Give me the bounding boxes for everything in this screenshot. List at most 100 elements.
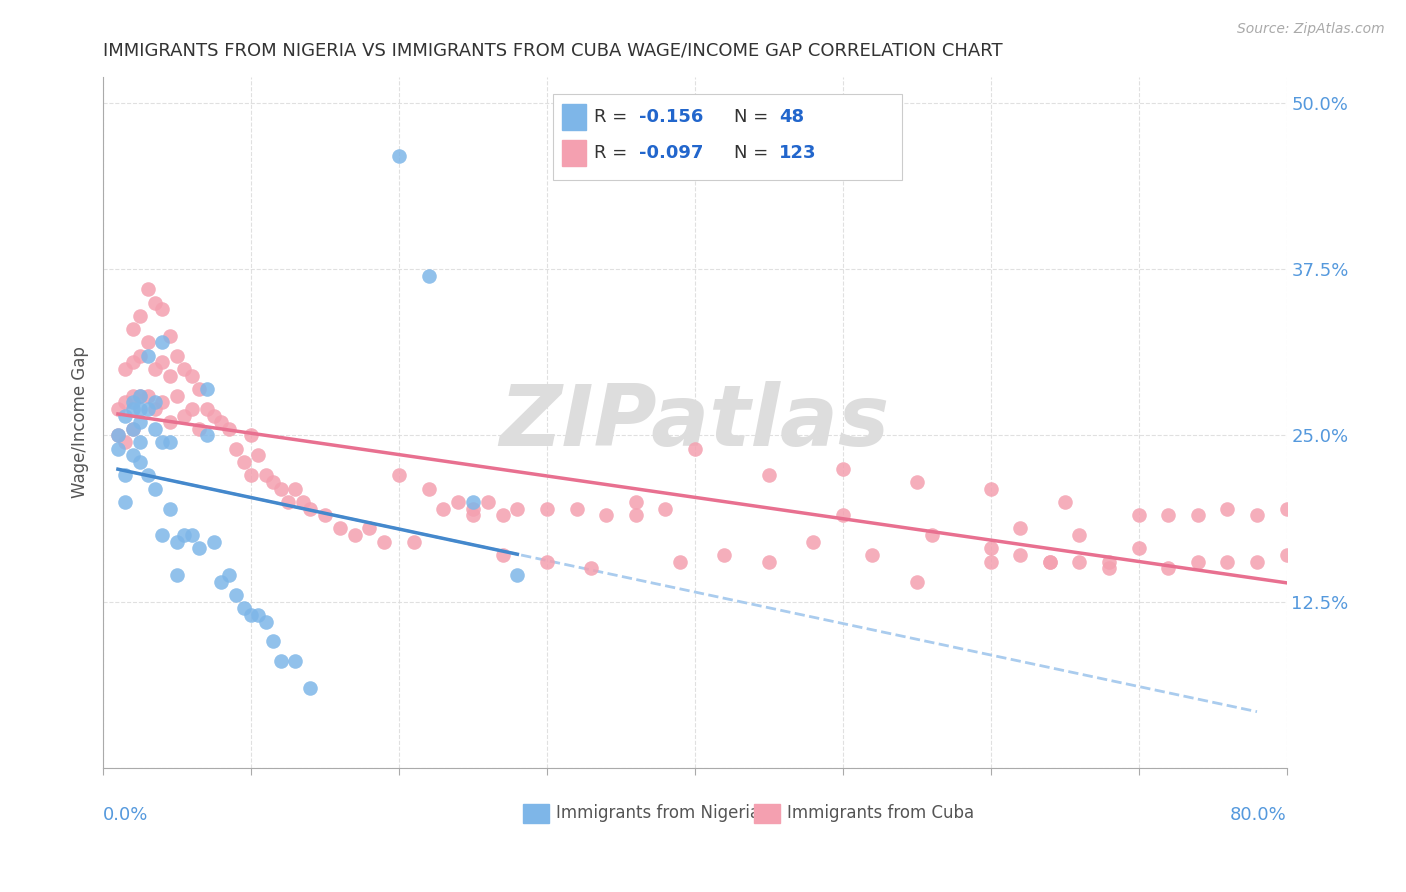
Text: Source: ZipAtlas.com: Source: ZipAtlas.com bbox=[1237, 22, 1385, 37]
Text: N =: N = bbox=[734, 108, 773, 126]
Point bbox=[388, 468, 411, 483]
Point bbox=[107, 401, 129, 416]
Point bbox=[758, 468, 780, 483]
Point bbox=[114, 495, 136, 509]
Point bbox=[1039, 555, 1062, 569]
Point bbox=[232, 601, 254, 615]
Point bbox=[277, 495, 299, 509]
Point bbox=[129, 388, 152, 402]
Point bbox=[136, 282, 159, 296]
Point bbox=[247, 449, 270, 463]
Point bbox=[1216, 501, 1239, 516]
Point bbox=[461, 501, 484, 516]
Point bbox=[188, 422, 211, 436]
Point bbox=[173, 409, 195, 423]
Point bbox=[195, 401, 218, 416]
Point bbox=[143, 401, 166, 416]
Point bbox=[240, 428, 263, 442]
Point bbox=[669, 555, 692, 569]
Bar bbox=[562, 140, 586, 167]
Point bbox=[129, 309, 152, 323]
Point bbox=[373, 534, 395, 549]
Point bbox=[506, 501, 529, 516]
Point bbox=[136, 349, 159, 363]
Bar bbox=[754, 804, 780, 823]
Point bbox=[166, 568, 188, 582]
Point bbox=[211, 415, 233, 429]
Point bbox=[180, 528, 202, 542]
Point bbox=[143, 482, 166, 496]
Point bbox=[921, 528, 943, 542]
Point bbox=[225, 442, 247, 456]
Y-axis label: Wage/Income Gap: Wage/Income Gap bbox=[72, 346, 89, 498]
Point bbox=[218, 422, 240, 436]
Text: -0.156: -0.156 bbox=[640, 108, 703, 126]
Text: 123: 123 bbox=[779, 144, 817, 161]
Point bbox=[491, 508, 513, 523]
Point bbox=[136, 335, 159, 350]
Point bbox=[284, 482, 307, 496]
Point bbox=[180, 368, 202, 383]
Point bbox=[262, 475, 284, 489]
FancyBboxPatch shape bbox=[553, 94, 903, 180]
Point bbox=[240, 468, 263, 483]
Point bbox=[1275, 501, 1298, 516]
Point bbox=[121, 422, 143, 436]
Point bbox=[270, 654, 292, 668]
Point bbox=[418, 482, 440, 496]
Point bbox=[343, 528, 366, 542]
Text: N =: N = bbox=[734, 144, 773, 161]
Point bbox=[683, 442, 706, 456]
Point bbox=[159, 415, 181, 429]
Point bbox=[536, 555, 558, 569]
Point bbox=[1246, 508, 1268, 523]
Point bbox=[254, 615, 277, 629]
Point bbox=[654, 501, 676, 516]
Point bbox=[218, 568, 240, 582]
Point bbox=[173, 528, 195, 542]
Point bbox=[713, 548, 735, 562]
Point bbox=[121, 449, 143, 463]
Point bbox=[1039, 555, 1062, 569]
Point bbox=[1187, 555, 1209, 569]
Point bbox=[1098, 555, 1121, 569]
Point bbox=[831, 461, 853, 475]
Text: IMMIGRANTS FROM NIGERIA VS IMMIGRANTS FROM CUBA WAGE/INCOME GAP CORRELATION CHAR: IMMIGRANTS FROM NIGERIA VS IMMIGRANTS FR… bbox=[103, 42, 1002, 60]
Point bbox=[225, 588, 247, 602]
Point bbox=[150, 528, 173, 542]
Point bbox=[195, 428, 218, 442]
Point bbox=[1275, 548, 1298, 562]
Point bbox=[188, 382, 211, 396]
Point bbox=[581, 561, 603, 575]
Point bbox=[150, 302, 173, 317]
Point bbox=[143, 362, 166, 376]
Point bbox=[1157, 561, 1180, 575]
Text: R =: R = bbox=[595, 144, 633, 161]
Point bbox=[202, 534, 225, 549]
Text: 80.0%: 80.0% bbox=[1230, 805, 1286, 823]
Point bbox=[491, 548, 513, 562]
Point bbox=[129, 388, 152, 402]
Point bbox=[1128, 508, 1150, 523]
Point bbox=[173, 362, 195, 376]
Point bbox=[166, 388, 188, 402]
Point bbox=[107, 428, 129, 442]
Point bbox=[1010, 548, 1032, 562]
Point bbox=[159, 435, 181, 450]
Point bbox=[461, 508, 484, 523]
Point bbox=[129, 435, 152, 450]
Text: R =: R = bbox=[595, 108, 633, 126]
Point bbox=[143, 395, 166, 409]
Point bbox=[1187, 508, 1209, 523]
Point bbox=[107, 428, 129, 442]
Point bbox=[801, 534, 824, 549]
Point bbox=[359, 521, 381, 535]
Point bbox=[180, 401, 202, 416]
Point bbox=[418, 268, 440, 283]
Point bbox=[166, 349, 188, 363]
Point bbox=[121, 388, 143, 402]
Point bbox=[905, 574, 928, 589]
Point bbox=[114, 395, 136, 409]
Point bbox=[107, 442, 129, 456]
Point bbox=[1128, 541, 1150, 556]
